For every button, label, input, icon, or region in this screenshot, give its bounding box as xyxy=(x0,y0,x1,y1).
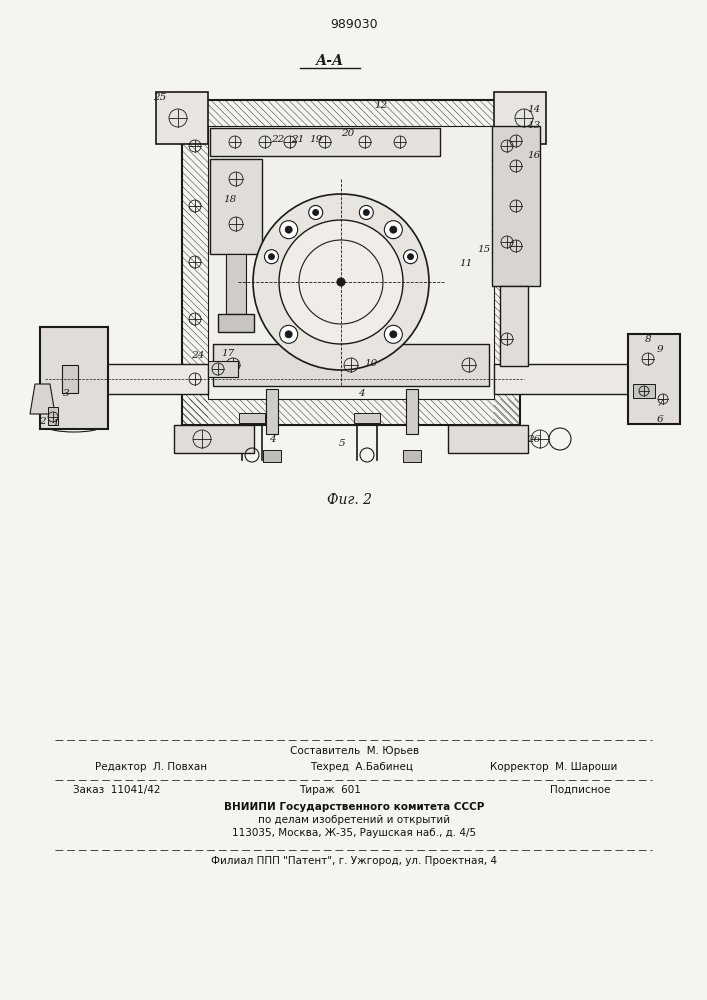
Circle shape xyxy=(337,278,345,286)
Polygon shape xyxy=(30,384,55,414)
Circle shape xyxy=(390,226,397,233)
Text: 11: 11 xyxy=(460,259,472,268)
Text: 16: 16 xyxy=(527,150,541,159)
Circle shape xyxy=(359,205,373,219)
Text: 21: 21 xyxy=(291,135,305,144)
Circle shape xyxy=(279,220,403,344)
Bar xyxy=(239,413,265,423)
Text: 25: 25 xyxy=(153,93,167,102)
Text: 12: 12 xyxy=(375,102,387,110)
Bar xyxy=(48,407,58,425)
Text: 22: 22 xyxy=(271,135,285,144)
Text: по делам изобретений и открытий: по делам изобретений и открытий xyxy=(258,815,450,825)
Circle shape xyxy=(385,325,402,343)
Circle shape xyxy=(253,194,429,370)
Text: 4: 4 xyxy=(269,434,275,444)
Bar xyxy=(40,327,108,429)
Text: Редактор  Л. Повхан: Редактор Л. Повхан xyxy=(95,762,207,772)
Bar xyxy=(628,334,680,424)
Text: ВНИИПИ Государственного комитета СССР: ВНИИПИ Государственного комитета СССР xyxy=(224,802,484,812)
Bar xyxy=(226,254,246,314)
Circle shape xyxy=(390,331,397,338)
Text: Фиг. 2: Фиг. 2 xyxy=(327,493,373,507)
Bar xyxy=(633,384,655,398)
Text: 5: 5 xyxy=(339,438,345,448)
Circle shape xyxy=(385,221,402,239)
Circle shape xyxy=(312,209,319,215)
Text: 18: 18 xyxy=(223,194,237,204)
Bar xyxy=(263,450,281,462)
Text: Подписное: Подписное xyxy=(550,785,610,795)
Text: 26: 26 xyxy=(527,434,541,444)
Bar xyxy=(174,425,254,453)
Bar xyxy=(70,364,208,394)
Text: 6: 6 xyxy=(657,414,663,424)
Text: 17: 17 xyxy=(221,350,235,359)
Text: 13: 13 xyxy=(527,120,541,129)
Text: 3: 3 xyxy=(63,388,69,397)
Bar xyxy=(406,389,418,434)
Bar xyxy=(500,286,528,366)
Bar xyxy=(62,365,78,393)
Circle shape xyxy=(285,226,292,233)
Text: Заказ  11041/42: Заказ 11041/42 xyxy=(73,785,160,795)
Text: 15: 15 xyxy=(477,244,491,253)
Bar xyxy=(210,128,440,156)
Text: 20: 20 xyxy=(341,129,355,138)
Bar xyxy=(403,450,421,462)
Text: Корректор  М. Шароши: Корректор М. Шароши xyxy=(490,762,617,772)
Circle shape xyxy=(280,221,298,239)
Bar xyxy=(494,92,546,144)
Circle shape xyxy=(285,331,292,338)
Circle shape xyxy=(309,205,322,219)
Bar xyxy=(494,364,630,394)
Text: Тираж  601: Тираж 601 xyxy=(299,785,361,795)
Bar xyxy=(448,425,528,453)
Text: 2: 2 xyxy=(39,416,45,426)
Text: 113035, Москва, Ж-35, Раушская наб., д. 4/5: 113035, Москва, Ж-35, Раушская наб., д. … xyxy=(232,828,476,838)
Circle shape xyxy=(404,250,418,264)
Text: Составитель  М. Юрьев: Составитель М. Юрьев xyxy=(291,746,419,756)
Text: 19: 19 xyxy=(310,135,322,144)
Text: 14: 14 xyxy=(527,105,541,114)
Text: Техред  А.Бабинец: Техред А.Бабинец xyxy=(310,762,413,772)
Bar xyxy=(208,126,494,399)
Text: 10: 10 xyxy=(364,360,378,368)
Bar xyxy=(210,159,262,254)
Bar xyxy=(156,92,208,144)
Bar xyxy=(213,344,489,386)
Circle shape xyxy=(264,250,279,264)
Circle shape xyxy=(407,254,414,260)
Text: Филиал ППП "Патент", г. Ужгород, ул. Проектная, 4: Филиал ППП "Патент", г. Ужгород, ул. Про… xyxy=(211,856,497,866)
Bar xyxy=(354,413,380,423)
Circle shape xyxy=(269,254,274,260)
Bar xyxy=(208,361,238,377)
Text: А-А: А-А xyxy=(316,54,344,68)
Text: 1: 1 xyxy=(53,418,59,428)
Text: 8: 8 xyxy=(645,334,651,344)
Text: 4: 4 xyxy=(358,389,364,398)
Bar xyxy=(266,389,278,434)
Circle shape xyxy=(363,209,369,215)
Bar xyxy=(492,126,540,286)
Text: 24: 24 xyxy=(192,351,204,360)
Text: 9: 9 xyxy=(657,344,663,354)
Bar xyxy=(218,314,254,332)
Circle shape xyxy=(280,325,298,343)
Text: 7: 7 xyxy=(657,399,663,408)
Bar xyxy=(182,100,520,425)
Text: 989030: 989030 xyxy=(330,18,378,31)
